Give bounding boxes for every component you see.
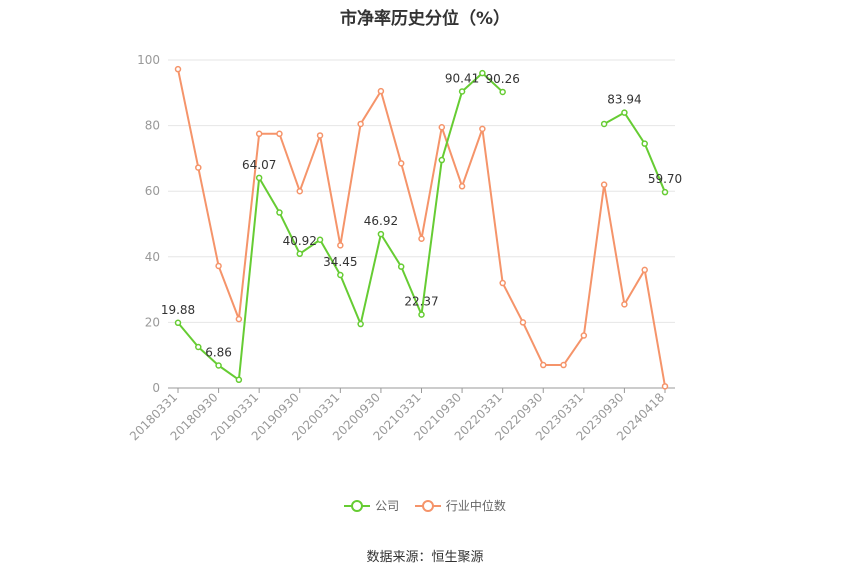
data-point [337,242,344,249]
y-tick-label: 0 [152,381,160,395]
data-point [641,266,648,274]
data-point [377,87,385,95]
data-point [661,188,669,196]
legend-item-industry-median[interactable]: 行业中位数 [414,497,506,514]
data-point [316,236,324,243]
data-point [174,65,182,73]
data-point [458,183,466,190]
data-label: 64.07 [242,158,276,172]
data-point [600,120,608,128]
legend-item-company[interactable]: 公司 [344,497,399,514]
data-label: 6.86 [205,345,232,359]
data-label: 19.88 [161,303,195,317]
data-point [377,230,385,238]
data-point [560,361,567,369]
data-point [621,301,628,308]
data-point [195,164,202,171]
data-label: 83.94 [607,93,641,107]
series-line [177,68,666,387]
series-group [174,65,669,390]
data-point [215,262,222,270]
chart-title: 市净率历史分位（%） [339,9,511,29]
data-point [641,140,648,147]
data-point [174,319,182,327]
data-point [235,376,243,384]
data-point [499,88,506,96]
data-point [479,125,486,133]
data-point [296,250,303,258]
data-point [438,123,446,131]
data-point [438,156,446,164]
data-point [296,187,303,195]
data-point [357,320,364,328]
data-labels: 19.88 6.86 64.07 40.92 34.45 46.92 22.37 90.41 9… [161,71,682,359]
data-point [519,319,527,326]
data-point [255,174,263,182]
data-point [499,279,506,287]
data-label: 90.26 [485,72,519,86]
x-axis: 2018033120180930201903312019093020200331… [127,387,675,443]
data-point [276,209,283,216]
y-axis: 0 20 40 60 80 100 [137,53,160,395]
data-point [276,130,283,138]
data-point [621,109,628,116]
data-point [255,130,263,138]
data-label: 59.70 [648,172,682,186]
data-label: 22.37 [404,295,438,309]
series-company [174,69,669,384]
data-point [540,361,547,369]
data-point [661,383,669,390]
legend-marker-industry-median [414,499,441,512]
legend-label-industry-median: 行业中位数 [445,499,506,513]
grid [168,59,675,323]
y-tick-label: 20 [145,315,160,329]
data-point [418,235,425,243]
data-label: 90.41 [445,71,479,85]
data-point [316,132,324,139]
legend-marker-company [344,499,371,512]
data-point [458,88,466,95]
legend: 公司 行业中位数 [0,497,850,516]
y-tick-label: 80 [145,119,160,133]
data-point [397,160,405,167]
data-point [195,343,202,351]
data-point [600,181,608,188]
data-point [235,315,243,323]
data-label: 34.45 [323,255,357,269]
y-tick-label: 40 [145,250,160,264]
series-line [603,111,666,193]
data-point [580,332,588,339]
series-industry-median [174,65,669,390]
data-point [357,120,364,128]
y-tick-label: 100 [137,53,160,67]
source-note: 数据来源：恒生聚源 [366,550,484,565]
data-point [418,311,425,318]
y-tick-label: 60 [145,184,160,198]
data-point [215,362,222,369]
data-point [397,263,405,270]
data-point [337,271,344,279]
data-label: 46.92 [364,214,398,228]
series-line [177,72,504,381]
data-label: 40.92 [283,234,317,248]
legend-label-company: 公司 [375,499,400,513]
data-point [479,69,486,77]
